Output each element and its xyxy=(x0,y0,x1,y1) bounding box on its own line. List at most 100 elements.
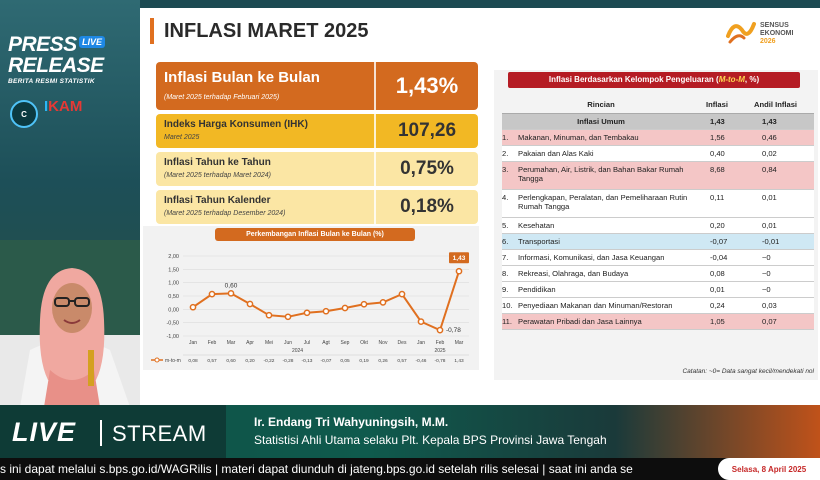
release-text: RELEASE xyxy=(8,54,104,77)
ihk-sub: Maret 2025 xyxy=(164,134,200,141)
table-row: 6. Transportasi -0,07 -0,01 xyxy=(502,234,814,250)
mtm-inflation-box: Inflasi Bulan ke Bulan (Maret 2025 terha… xyxy=(156,62,478,110)
ytd-label: Inflasi Tahun Kalender xyxy=(164,195,271,206)
annotation-box xyxy=(449,252,469,264)
ytd-value: 0,18% xyxy=(374,190,478,224)
row-label: Penyediaan Makanan dan Minuman/Restoran xyxy=(518,301,673,310)
x-tick-label: Feb xyxy=(436,340,445,346)
row-number: 11. xyxy=(502,317,512,326)
y-tick-label: 0,00 xyxy=(168,307,179,313)
sensus-text: SENSUS EKONOMI 2026 xyxy=(760,22,794,45)
data-point xyxy=(189,303,197,311)
x-tick-label: Jan xyxy=(189,340,197,346)
mtm-chart: 2,00 1,50 1,00 0,50 0,00 -0,50 -1,00 0,60 1,43 -0… xyxy=(143,226,479,370)
ytd-sub: (Maret 2025 terhadap Desember 2024) xyxy=(164,210,286,217)
row-number: 9. xyxy=(502,285,509,294)
row-label: Perawatan Pribadi dan Jasa Lainnya xyxy=(518,317,642,326)
row-andil: 0,02 xyxy=(762,149,777,158)
row-number: 7. xyxy=(502,253,509,262)
row-inflasi: 1,05 xyxy=(710,317,725,326)
value-label: 0,60 xyxy=(226,358,236,364)
data-point xyxy=(341,304,349,312)
x-tick-label: Jul xyxy=(304,340,310,346)
ytd-inflation-box: Inflasi Tahun Kalender (Maret 2025 terha… xyxy=(156,190,478,224)
x-tick-label: Okt xyxy=(360,340,368,346)
table-row: 5. Kesehatan 0,20 0,01 xyxy=(502,218,814,234)
table-row: 11. Perawatan Pribadi dan Jasa Lainnya 1,0… xyxy=(502,314,814,330)
year-label: 2025 xyxy=(434,348,445,354)
data-point xyxy=(360,300,368,308)
x-tick-label: Agt xyxy=(322,340,330,346)
value-label: 0,20 xyxy=(245,358,255,364)
x-tick-label: Sep xyxy=(341,340,350,346)
x-tick-label: Mar xyxy=(455,340,464,346)
y-tick-label: -0,50 xyxy=(166,321,179,327)
press-text: PRESS xyxy=(8,33,77,56)
row-inflasi: -0,07 xyxy=(710,237,728,246)
value-label: 0,57 xyxy=(207,358,217,364)
x-tick-label: Nov xyxy=(379,340,388,346)
mtm-label: Inflasi Bulan ke Bulan xyxy=(164,69,320,86)
data-point xyxy=(227,289,235,297)
data-label: 0,60 xyxy=(225,282,238,289)
row-label: Perlengkapan, Peralatan, dan Pemeliharaa… xyxy=(518,193,688,211)
row-label: Pendidikan xyxy=(518,285,556,294)
row-label: Perumahan, Air, Listrik, dan Bahan Bakar… xyxy=(518,165,684,183)
table-note: Catatan: ~0= Data sangat kecil/mendekati… xyxy=(682,368,814,375)
presenter-figure xyxy=(0,240,152,407)
header-rincian: Rincian xyxy=(587,100,615,109)
presenter-video xyxy=(0,240,152,407)
row-andil: ~0 xyxy=(762,269,771,278)
row-inflasi: 1,56 xyxy=(710,133,725,142)
mtm-sub: (Maret 2025 terhadap Februari 2025) xyxy=(164,94,280,101)
data-point xyxy=(379,299,387,306)
expenditure-table: Rincian Inflasi Andil Inflasi Inflasi Um… xyxy=(502,96,814,330)
row-andil: -0,01 xyxy=(762,237,780,246)
legend-label: m-to-m xyxy=(165,358,181,364)
live-text: LIVE xyxy=(12,417,77,447)
row-inflasi: 0,20 xyxy=(710,221,725,230)
value-label: 0,05 xyxy=(340,358,350,364)
x-tick-label: Feb xyxy=(208,340,217,346)
data-point xyxy=(455,267,463,275)
press-release-logo: PRESS RELEASE xyxy=(8,34,104,76)
row-label: Pakaian dan Alas Kaki xyxy=(518,149,594,158)
row-number: 5. xyxy=(502,221,509,230)
row-label: Informasi, Komunikasi, dan Jasa Keuangan xyxy=(518,253,665,262)
value-label: 0,08 xyxy=(188,358,198,364)
speaker-name: Ir. Endang Tri Wahyuningsih, M.M. xyxy=(254,415,449,429)
ikam-logo: IKAM xyxy=(44,98,83,115)
y-tick-label: 1,00 xyxy=(168,281,179,287)
row-label: Kesehatan xyxy=(518,221,555,230)
ihk-label: Indeks Harga Konsumen (IHK) xyxy=(164,119,308,130)
data-point xyxy=(322,307,330,315)
year-label: 2024 xyxy=(292,348,303,354)
row-inflasi: 0,11 xyxy=(710,193,725,202)
expenditure-table-panel: Inflasi Berdasarkan Kelompok Pengeluaran… xyxy=(494,70,818,380)
row-inflasi: 0,08 xyxy=(710,269,725,278)
data-point xyxy=(265,311,273,319)
row-label: Makanan, Minuman, dan Tembakau xyxy=(518,133,639,142)
row-number: 6. xyxy=(502,237,509,246)
x-tick-label: Des xyxy=(398,340,407,346)
header-inflasi: Inflasi xyxy=(706,100,728,109)
table-row: 4. Perlengkapan, Peralatan, dan Pemelihar… xyxy=(502,190,814,218)
value-label: 0,26 xyxy=(378,358,388,364)
row-number: 8. xyxy=(502,269,509,278)
yoy-sub: (Maret 2025 terhadap Maret 2024) xyxy=(164,172,272,179)
y-tick-label: 0,50 xyxy=(168,294,179,300)
partner-logos: C IKAM xyxy=(10,98,125,132)
row-andil: ~0 xyxy=(762,253,771,262)
row-andil: 0,03 xyxy=(762,301,777,310)
x-tick-label: Mar xyxy=(227,340,236,346)
data-point xyxy=(208,290,216,298)
row-number: 3. xyxy=(502,165,509,174)
c-logo: C xyxy=(10,100,38,128)
row-andil: 0,01 xyxy=(762,221,777,230)
data-point xyxy=(398,290,406,298)
ihk-box: Indeks Harga Konsumen (IHK) Maret 2025 1… xyxy=(156,114,478,148)
sensus-ekonomi-logo: SENSUS EKONOMI 2026 xyxy=(724,16,804,52)
news-ticker: s ini dapat melalui s.bps.go.id/WAGRilis… xyxy=(0,458,820,480)
x-tick-label: Apr xyxy=(246,340,254,346)
ihk-value: 107,26 xyxy=(374,114,478,148)
